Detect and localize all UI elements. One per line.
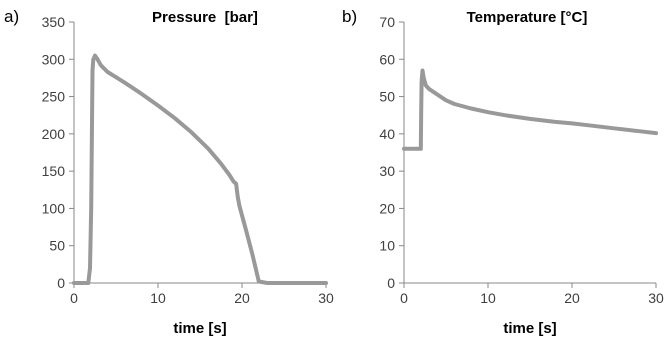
pressure-x-tick-label: 10 <box>150 290 166 306</box>
pressure-y-tick-label: 100 <box>42 200 66 216</box>
temperature-x-tick-label: 30 <box>648 290 664 306</box>
pressure-x-tick-label: 30 <box>318 290 334 306</box>
temperature-y-tick-label: 20 <box>379 200 395 216</box>
temperature-chart-title: Temperature [°C] <box>467 9 588 26</box>
pressure-y-tick-label: 50 <box>49 238 65 254</box>
temperature-y-tick-label: 40 <box>379 126 395 142</box>
temperature-y-tick-label: 0 <box>387 275 395 291</box>
temperature-y-tick-label: 30 <box>379 163 395 179</box>
pressure-y-tick-label: 300 <box>42 51 66 67</box>
pressure-chart: a) Pressure [bar] 050100150200250300350 … <box>4 7 334 337</box>
temperature-y-tick-label: 60 <box>379 51 395 67</box>
pressure-x-tick-label: 0 <box>70 290 78 306</box>
panel-label-a: a) <box>4 7 19 26</box>
temperature-series <box>402 68 658 151</box>
pressure-x-ticks: 0 10 20 30 <box>70 283 334 306</box>
temperature-y-ticks: 0 10 20 30 40 50 60 70 <box>379 14 404 291</box>
pressure-series-line <box>72 53 328 285</box>
temperature-y-tick-label: 50 <box>379 89 395 105</box>
pressure-y-tick-label: 350 <box>42 14 66 30</box>
temperature-x-ticks: 0 10 20 30 <box>400 283 664 306</box>
pressure-y-ticks: 0 50 100 150 200 250 300 350 <box>42 14 74 291</box>
pressure-x-axis-label: time [s] <box>173 320 226 337</box>
panel-label-b: b) <box>342 7 357 26</box>
temperature-chart: b) Temperature [°C] 0 10 20 30 40 50 60 70 0 10 2… <box>342 7 664 337</box>
pressure-series <box>72 53 328 285</box>
pressure-y-tick-label: 0 <box>57 275 65 291</box>
temperature-x-tick-label: 10 <box>480 290 496 306</box>
temperature-x-tick-label: 0 <box>400 290 408 306</box>
pressure-y-tick-label: 200 <box>42 126 66 142</box>
pressure-y-tick-label: 250 <box>42 89 66 105</box>
temperature-x-axis-label: time [s] <box>503 320 556 337</box>
temperature-x-tick-label: 20 <box>564 290 580 306</box>
temperature-y-tick-label: 10 <box>379 238 395 254</box>
temperature-series-line <box>402 68 658 151</box>
temperature-y-tick-label: 70 <box>379 14 395 30</box>
pressure-y-tick-label: 150 <box>42 163 66 179</box>
pressure-x-tick-label: 20 <box>234 290 250 306</box>
pressure-chart-title: Pressure [bar] <box>152 9 258 26</box>
